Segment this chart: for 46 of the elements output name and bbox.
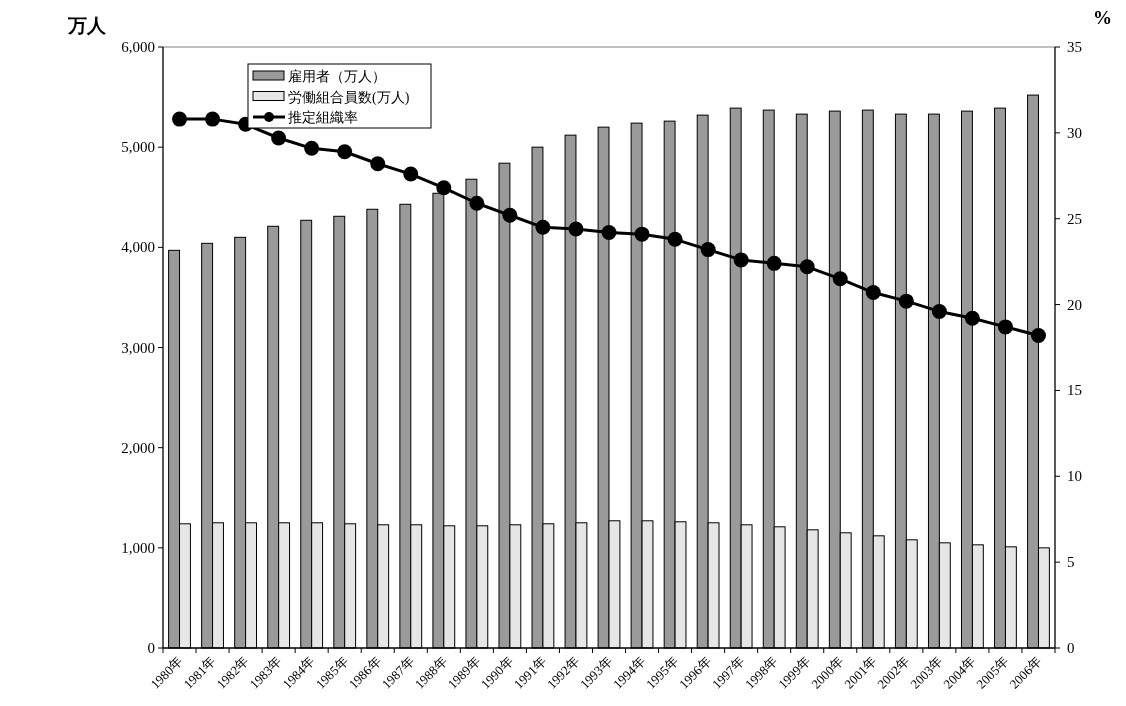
point [271,130,287,146]
y2-tick-label: 35 [1067,39,1082,55]
point [304,140,320,156]
point [733,252,749,268]
y-tick-label: 0 [147,640,155,656]
point [205,111,221,127]
y-axis-title: 万人 [67,15,107,36]
point [964,310,980,326]
y2-tick-label: 20 [1067,296,1082,313]
point [700,242,716,258]
point [502,207,518,223]
point [667,231,683,247]
y2-tick-label: 5 [1067,554,1075,571]
y2-axis-title: % [1093,7,1112,28]
point [370,156,386,172]
y-tick-label: 5,000 [121,139,155,156]
point [931,303,947,319]
y-tick-label: 6,000 [121,39,155,55]
legend-label: 雇用者（万人） [288,69,386,84]
y2-tick-label: 10 [1067,468,1082,485]
point [568,221,584,237]
point [799,259,815,275]
legend-label: 労働組合員数(万人) [288,89,410,106]
point [832,271,848,287]
y2-tick-label: 15 [1067,382,1082,399]
y2-tick-label: 0 [1067,640,1075,656]
y-tick-label: 2,000 [121,439,155,456]
y-tick-label: 1,000 [121,539,155,556]
point [601,224,617,240]
point [403,166,419,182]
point [898,293,914,309]
point [535,219,551,235]
point [1030,327,1046,343]
point [337,144,353,160]
point [469,195,485,211]
y2-tick-label: 25 [1067,210,1082,227]
point [172,111,188,127]
y2-tick-label: 30 [1067,124,1082,141]
point [997,319,1013,335]
y-tick-label: 3,000 [121,339,155,356]
legend-label: 推定組織率 [288,110,358,125]
y-tick-label: 4,000 [121,239,155,256]
point [436,180,452,196]
point [865,285,881,301]
point [634,226,650,242]
point [766,255,782,271]
